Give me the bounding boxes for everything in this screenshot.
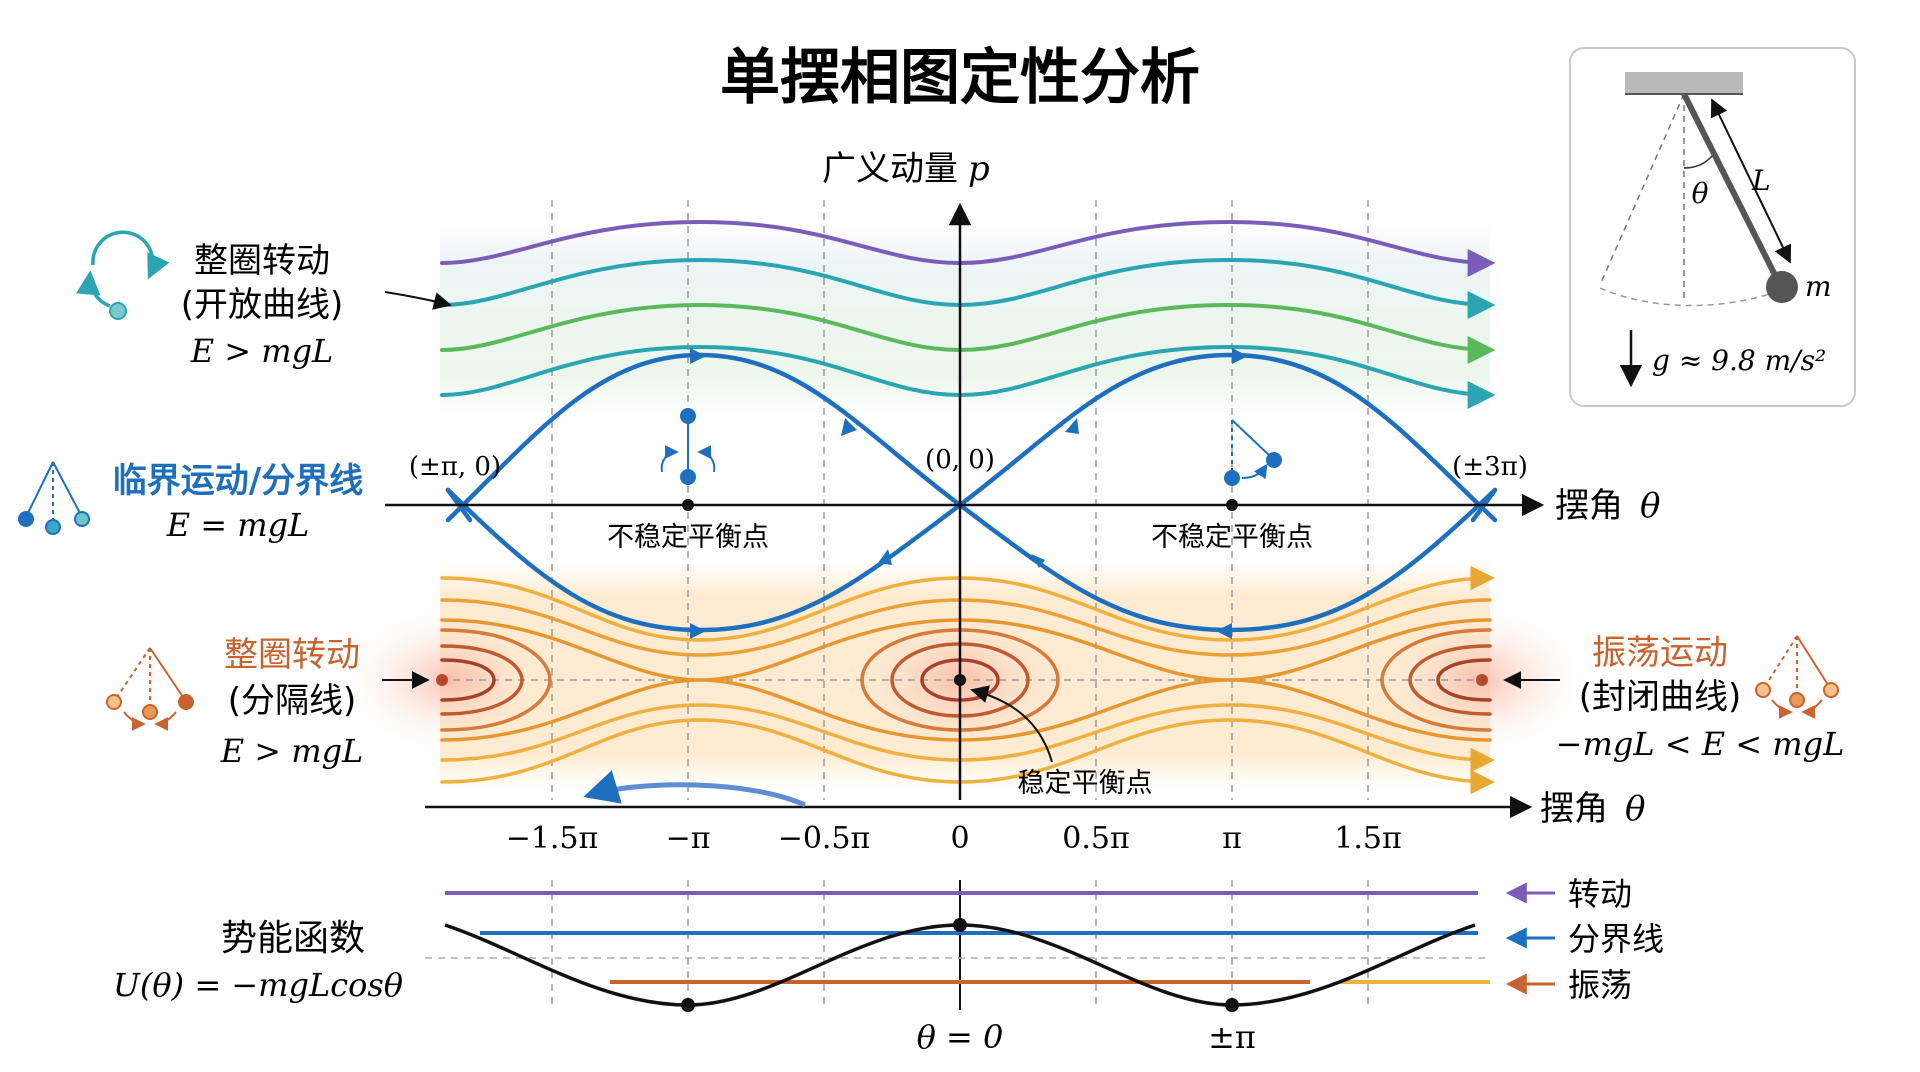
osc-pendulum-icon	[1755, 635, 1839, 719]
stable-point	[954, 674, 966, 686]
rotation-icon	[76, 230, 170, 320]
legend-lower-sub: (分隔线)	[228, 681, 357, 721]
legend-osc-eq: −mgL < E < mgL	[1556, 725, 1845, 763]
arrow-upper-left	[690, 348, 706, 364]
unstable-point-right	[1226, 499, 1238, 511]
lower-pendulum-icon	[106, 647, 194, 731]
stable-label: 稳定平衡点	[1018, 768, 1153, 799]
potential-x-zero: θ = 0	[917, 1018, 1004, 1056]
p-axis-label: 广义动量	[822, 149, 958, 189]
right-orbit-outer	[1380, 628, 1492, 732]
inset-gravity: g ≈ 9.8 m/s²	[1652, 344, 1826, 377]
p-axis-symbol: p	[968, 149, 990, 189]
tick-labels: −1.5π −π −0.5π 0 0.5π π 1.5π	[506, 821, 1402, 856]
arrow-mid-upper-left	[841, 418, 857, 436]
potential-gridlines	[551, 880, 1369, 1010]
legend-osc-sub: (封闭曲线)	[1579, 677, 1742, 717]
legend-rotation-eq: E > mgL	[190, 332, 334, 370]
critical-pendulum-icon	[18, 461, 90, 535]
arrow-lower-right	[1216, 623, 1232, 639]
pendulum-inset: θ L m g ≈ 9.8 m/s²	[1569, 47, 1856, 407]
left-orbit-outer	[440, 628, 552, 732]
legend-critical-title: 临界运动/分界线	[113, 461, 363, 501]
legend-oscillation-text: 振荡	[1568, 966, 1632, 1004]
theta-axis-label: 摆角	[1555, 486, 1623, 526]
inset-angle: θ	[1692, 177, 1709, 210]
unstable-label-right: 不稳定平衡点	[1151, 522, 1313, 553]
potential-min-left	[681, 998, 695, 1012]
open-curves-glow	[440, 225, 1490, 415]
arrow-mid-lower-left	[878, 549, 892, 565]
inverted-pendulum-icon-left	[660, 408, 716, 485]
left-saddle-label: (±π, 0)	[409, 452, 501, 482]
potential-min-right	[1225, 998, 1239, 1012]
legend-osc-title: 振荡运动	[1592, 633, 1728, 673]
potential-x-pi: ±π	[1208, 1018, 1256, 1056]
separatrix-arrows	[690, 348, 1248, 639]
left-edge-point	[436, 674, 448, 686]
tick-neg-pi: −π	[666, 821, 711, 856]
unstable-point-left	[682, 499, 694, 511]
unstable-label-left: 不稳定平衡点	[607, 522, 769, 553]
legend-lower-title: 整圈转动	[224, 635, 360, 675]
right-orbit-inner	[1436, 658, 1492, 702]
origin-label: (0, 0)	[925, 445, 995, 475]
left-swing-line	[1599, 93, 1685, 286]
angle-arc	[1683, 155, 1713, 169]
tick-0-5pi: 0.5π	[1062, 821, 1129, 856]
arrow-upper-right	[1232, 348, 1248, 364]
potential-title: 势能函数	[221, 918, 365, 959]
tick-zero: 0	[950, 821, 969, 856]
legend-separatrix-text: 分界线	[1568, 920, 1664, 958]
legend-critical-eq: E = mgL	[166, 506, 310, 544]
page-title: 单摆相图定性分析	[720, 43, 1200, 113]
legend-rotation-sub: (开放曲线)	[181, 285, 344, 325]
right-saddle-label: (±3π)	[1452, 452, 1528, 482]
bottom-blue-arrow	[583, 770, 807, 808]
left-glow	[350, 610, 550, 750]
stable-pointer-arrow	[970, 685, 1053, 763]
inset-length: L	[1751, 164, 1771, 197]
theta-axis-bottom-label: 摆角	[1540, 789, 1608, 829]
rotation-pointer-arrow	[384, 291, 452, 310]
inset-mass: m	[1805, 270, 1832, 303]
tick-neg-0-5pi: −0.5π	[778, 821, 871, 856]
arrow-lower-left	[690, 623, 706, 639]
arrow-mid-upper-right	[1065, 418, 1079, 434]
theta-axis-bottom-symbol: θ	[1625, 789, 1645, 829]
pendulum-bob	[1766, 271, 1798, 303]
ceiling	[1625, 72, 1743, 94]
legend-rotation-title: 整圈转动	[194, 241, 330, 281]
arrow-mid-lower-right	[1031, 554, 1045, 568]
left-orbit-middle	[440, 644, 524, 716]
length-arrow	[1710, 98, 1792, 264]
legend-rotation-text: 转动	[1568, 875, 1632, 913]
left-orbit-inner	[440, 658, 496, 702]
right-orbit-middle	[1408, 644, 1492, 716]
legend-lower-eq: E > mgL	[220, 732, 364, 770]
tick-neg-1-5pi: −1.5π	[506, 821, 599, 856]
potential-formula: U(θ) = −mgLcosθ	[113, 966, 403, 1004]
potential-max	[953, 918, 967, 932]
tick-1-5pi: 1.5π	[1334, 821, 1401, 856]
swing-arc	[1599, 287, 1783, 307]
tick-pi: π	[1222, 821, 1242, 856]
right-edge-point	[1476, 674, 1488, 686]
theta-axis-symbol: θ	[1640, 486, 1660, 526]
tilted-pendulum-icon-right	[1224, 419, 1282, 486]
